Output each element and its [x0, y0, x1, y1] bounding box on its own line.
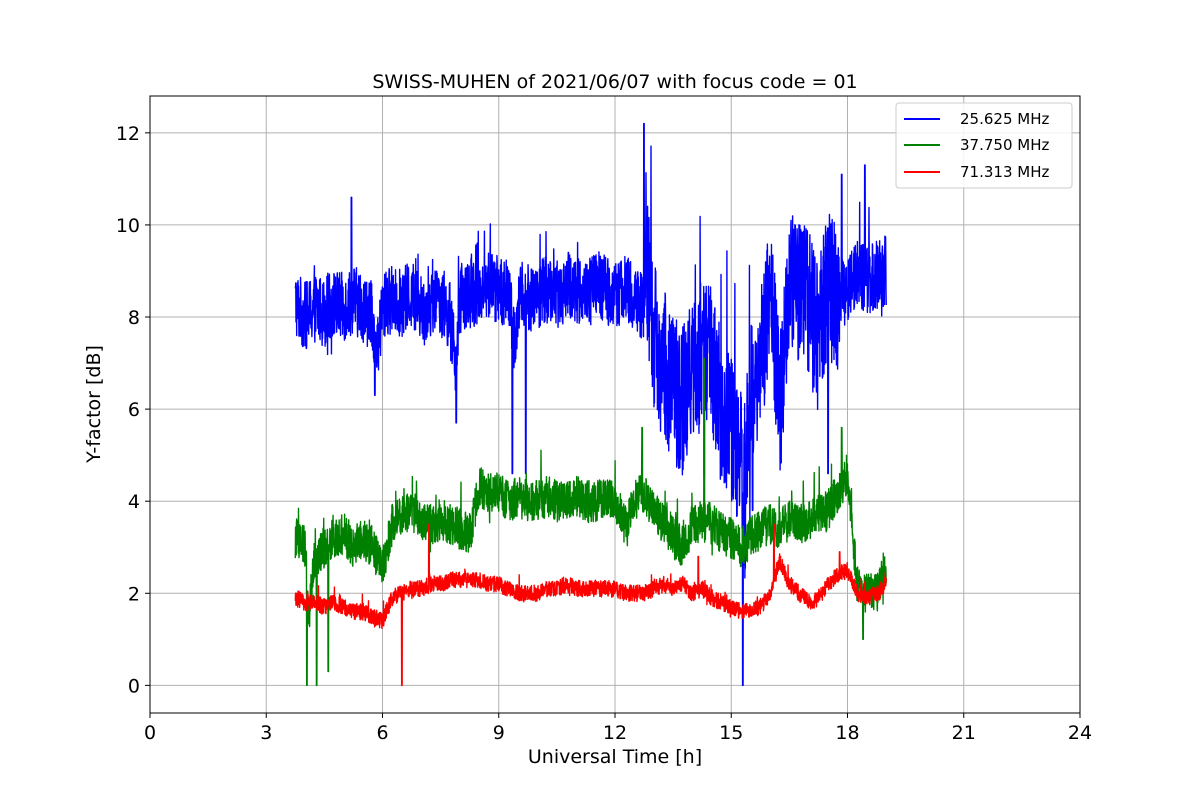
- legend: 25.625 MHz 37.750 MHz 71.313 MHz: [895, 102, 1073, 189]
- x-tick-label: 3: [260, 722, 272, 744]
- x-tick-label: 24: [1068, 722, 1092, 744]
- x-tick-label: 0: [144, 722, 156, 744]
- y-tick-label: 4: [128, 491, 140, 513]
- y-tick-label: 0: [128, 675, 140, 697]
- x-tick-label: 9: [493, 722, 505, 744]
- chart-title: SWISS-MUHEN of 2021/06/07 with focus cod…: [372, 71, 857, 93]
- y-axis-ticks: 0 2 4 6 8 10 12: [116, 123, 150, 697]
- y-tick-label: 6: [128, 399, 140, 421]
- y-tick-label: 10: [116, 215, 140, 237]
- legend-label-71313: 71.313 MHz: [960, 163, 1049, 181]
- y-tick-label: 8: [128, 307, 140, 329]
- x-tick-label: 21: [952, 722, 976, 744]
- series-line-25625: [294, 122, 887, 687]
- x-tick-label: 12: [603, 722, 627, 744]
- y-tick-label: 12: [116, 123, 140, 145]
- x-axis-label: Universal Time [h]: [528, 746, 702, 768]
- grid-lines: [150, 96, 1080, 713]
- legend-label-25625: 25.625 MHz: [960, 110, 1049, 128]
- x-axis-ticks: 0 3 6 9 12 15 18 21 24: [144, 713, 1092, 744]
- series-line-37750: [294, 357, 887, 687]
- series-lines: [294, 122, 887, 687]
- legend-box: [895, 102, 1073, 189]
- legend-label-37750: 37.750 MHz: [960, 136, 1049, 154]
- x-tick-label: 6: [376, 722, 388, 744]
- x-tick-label: 15: [719, 722, 743, 744]
- x-tick-label: 18: [835, 722, 859, 744]
- series-line-71313: [294, 523, 887, 687]
- y-axis-label: Y-factor [dB]: [83, 345, 105, 464]
- y-tick-label: 2: [128, 583, 140, 605]
